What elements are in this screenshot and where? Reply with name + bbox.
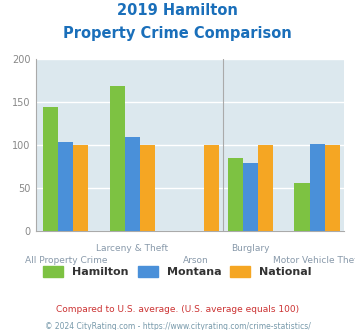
- Text: Arson: Arson: [183, 256, 209, 265]
- Bar: [110, 86, 125, 231]
- Legend: Hamilton, Montana, National: Hamilton, Montana, National: [39, 261, 316, 281]
- Bar: [58, 142, 73, 231]
- Bar: [203, 145, 219, 231]
- Text: Motor Vehicle Theft: Motor Vehicle Theft: [273, 256, 355, 265]
- Bar: [325, 145, 340, 231]
- Bar: [43, 107, 58, 231]
- Bar: [228, 158, 243, 231]
- Bar: [73, 145, 88, 231]
- Bar: [125, 137, 140, 231]
- Text: Compared to U.S. average. (U.S. average equals 100): Compared to U.S. average. (U.S. average …: [56, 305, 299, 314]
- Bar: [140, 145, 155, 231]
- Bar: [243, 163, 258, 231]
- Text: © 2024 CityRating.com - https://www.cityrating.com/crime-statistics/: © 2024 CityRating.com - https://www.city…: [45, 322, 310, 330]
- Text: Burglary: Burglary: [231, 244, 270, 253]
- Text: All Property Crime: All Property Crime: [24, 256, 107, 265]
- Bar: [258, 145, 273, 231]
- Text: 2019 Hamilton: 2019 Hamilton: [117, 3, 238, 18]
- Text: Larceny & Theft: Larceny & Theft: [96, 244, 169, 253]
- Text: Property Crime Comparison: Property Crime Comparison: [63, 26, 292, 41]
- Bar: [294, 183, 310, 231]
- Bar: [310, 144, 325, 231]
